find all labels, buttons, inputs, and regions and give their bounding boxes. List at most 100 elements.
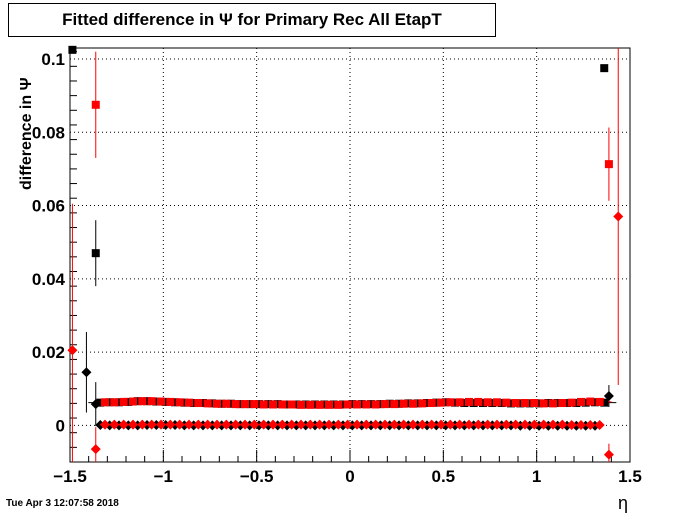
data-point <box>119 397 128 406</box>
data-point <box>492 419 502 430</box>
data-point <box>511 399 520 408</box>
data-point <box>423 399 431 408</box>
data-point <box>105 398 114 407</box>
data-point <box>138 397 147 406</box>
data-point <box>483 398 492 407</box>
y-tick-label: 0.1 <box>41 50 65 69</box>
data-point <box>557 419 568 430</box>
data-point <box>455 398 464 407</box>
data-point <box>600 64 609 73</box>
data-point <box>212 419 222 430</box>
data-point <box>520 419 530 430</box>
data-point <box>157 397 165 406</box>
data-point <box>277 419 288 430</box>
data-point <box>174 419 185 430</box>
data-point <box>572 399 581 408</box>
data-point <box>395 399 403 408</box>
data-point <box>409 399 417 408</box>
data-point <box>305 419 316 430</box>
data-point <box>502 398 511 407</box>
data-point <box>143 397 151 406</box>
data-point <box>493 398 501 407</box>
data-point <box>287 400 296 409</box>
data-point <box>264 400 273 409</box>
data-point <box>194 399 203 408</box>
data-point <box>465 397 473 406</box>
data-point <box>370 419 381 430</box>
y-tick-label: 0 <box>56 416 65 435</box>
data-point <box>436 419 446 430</box>
data-point <box>469 399 478 408</box>
data-point <box>231 400 240 409</box>
data-point <box>268 419 278 430</box>
data-point <box>342 419 353 430</box>
data-point <box>90 444 101 455</box>
data-point <box>306 400 315 409</box>
data-point <box>333 419 344 430</box>
data-point <box>230 419 241 430</box>
data-point <box>165 419 176 430</box>
data-point <box>189 399 198 408</box>
data-point <box>352 419 362 430</box>
data-point <box>161 397 170 406</box>
data-point <box>296 419 306 430</box>
data-point <box>222 399 231 408</box>
data-point <box>361 419 372 430</box>
data-point <box>255 400 263 409</box>
data-point <box>576 419 586 430</box>
data-point <box>516 399 525 408</box>
data-point <box>325 400 333 409</box>
data-point <box>166 397 175 406</box>
data-point <box>334 400 343 409</box>
data-point <box>563 399 571 408</box>
data-point <box>445 419 456 430</box>
data-point <box>390 400 399 409</box>
data-point <box>315 400 324 409</box>
data-point <box>240 419 250 430</box>
data-point <box>115 398 123 407</box>
data-point <box>273 400 282 409</box>
data-point <box>371 400 380 409</box>
data-point <box>357 400 366 409</box>
data-point <box>286 419 297 430</box>
data-point <box>586 397 595 406</box>
data-point <box>236 400 245 409</box>
data-point <box>241 400 249 409</box>
y-tick-label: 0.08 <box>32 123 65 142</box>
chart-title: Fitted difference in Ψ for Primary Rec A… <box>8 3 496 37</box>
data-point <box>297 400 305 409</box>
x-axis-label: η <box>618 493 629 513</box>
data-point <box>454 419 465 430</box>
data-point <box>184 419 194 430</box>
data-point <box>426 419 437 430</box>
data-point <box>548 419 558 430</box>
data-point <box>529 419 540 430</box>
data-point <box>339 400 347 409</box>
data-point <box>101 398 109 407</box>
data-point <box>594 419 605 430</box>
timestamp: Tue Apr 3 12:07:58 2018 <box>6 498 119 509</box>
data-point <box>128 419 138 430</box>
data-point <box>258 419 269 430</box>
data-point <box>343 400 352 409</box>
data-point <box>380 419 390 430</box>
data-point <box>146 419 157 430</box>
y-tick-label: 0.04 <box>32 270 66 289</box>
data-point <box>221 419 232 430</box>
data-point <box>67 345 78 356</box>
data-point <box>137 419 148 430</box>
data-point <box>68 45 77 54</box>
data-point <box>408 419 418 430</box>
data-point <box>613 211 624 222</box>
data-point <box>432 398 441 407</box>
data-point <box>538 419 549 430</box>
data-points <box>67 45 624 460</box>
data-point <box>604 160 613 169</box>
tick-labels: −1.5 −1 −0.5 0 0.5 1 1.5 0 0.02 0.04 0.06 0.08 0.1 <box>32 50 642 486</box>
y-tick-label: 0.06 <box>32 197 65 216</box>
data-point <box>451 398 459 407</box>
data-point <box>539 399 548 408</box>
data-point <box>460 399 469 408</box>
data-point <box>473 419 484 430</box>
